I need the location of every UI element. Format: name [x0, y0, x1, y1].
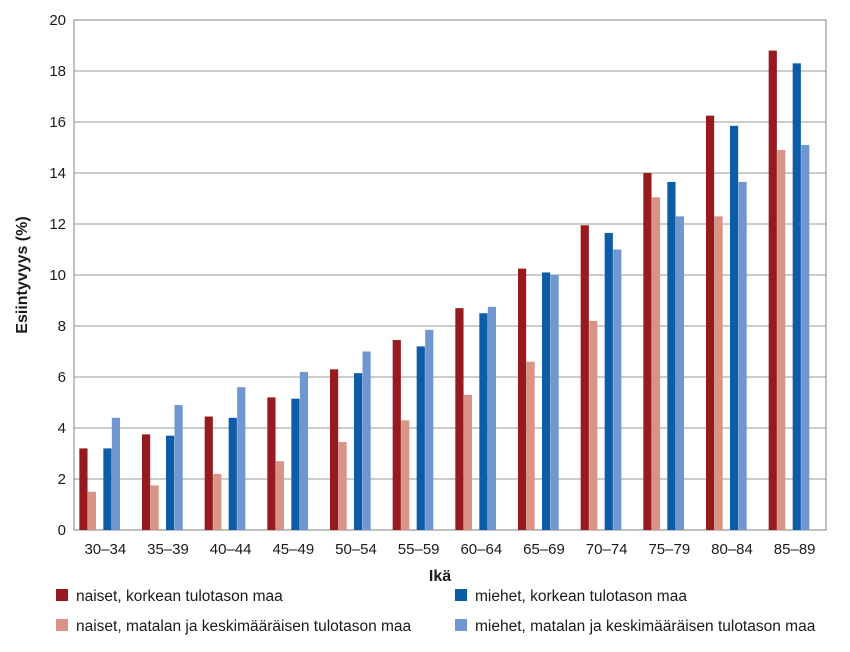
bar-series-4-65–69	[550, 275, 559, 530]
bar-series-2-60–64	[463, 394, 473, 530]
bar-series-4-55–59	[425, 329, 434, 530]
y-tick-label: 12	[49, 216, 66, 233]
y-tick-label: 10	[49, 267, 66, 284]
bar-series-2-75–79	[651, 197, 661, 530]
x-axis-ticks: 30–34 35–39 40–44 45–49 50–54 55–59 60–64 65–69…	[84, 541, 815, 558]
bar-series-1-85–89	[768, 50, 777, 530]
bar-series-1-60–64	[455, 308, 464, 530]
y-tick-label: 2	[58, 471, 66, 488]
legend: naiset, korkean tulotason maa naiset, mat…	[56, 588, 816, 635]
y-tick-label: 14	[49, 165, 66, 182]
bar-series-2-55–59	[401, 420, 410, 530]
x-tick-label: 40–44	[210, 541, 252, 558]
bar-series-2-70–74	[589, 320, 598, 530]
bar-series-1-55–59	[392, 340, 401, 530]
y-tick-label: 0	[58, 522, 66, 539]
bar-series-3-70–74	[604, 232, 613, 531]
gridlines	[73, 19, 827, 531]
bar-series-4-75–79	[675, 216, 685, 530]
x-tick-label: 80–84	[711, 541, 753, 558]
bar-series-2-30–34	[87, 491, 97, 530]
bar-series-3-35–39	[166, 435, 175, 530]
y-tick-label: 6	[58, 369, 66, 386]
bar-series-3-45–49	[291, 398, 300, 530]
legend-label-2: naiset, matalan ja keskimääräisen tulota…	[76, 618, 412, 635]
bar-series-4-60–64	[487, 306, 497, 530]
legend-label-1: naiset, korkean tulotason maa	[76, 588, 283, 605]
y-axis-title: Esiintyvyys (%)	[14, 216, 31, 333]
bar-series-4-50–54	[362, 351, 371, 530]
bar-series-4-30–34	[111, 417, 121, 530]
bar-series-1-45–49	[267, 397, 276, 530]
bar-series-2-40–44	[213, 473, 222, 530]
bar-series-2-45–49	[275, 461, 285, 530]
bar-series-1-70–74	[580, 225, 589, 530]
bar-series-4-85–89	[801, 144, 810, 530]
y-tick-label: 18	[49, 63, 66, 80]
bar-series-3-30–34	[103, 448, 112, 530]
bar-series-3-55–59	[416, 346, 425, 530]
bar-series-2-65–69	[526, 361, 535, 530]
bars	[79, 50, 810, 531]
bar-series-4-80–84	[738, 181, 747, 531]
x-tick-label: 35–39	[147, 541, 189, 558]
x-tick-label: 75–79	[648, 541, 690, 558]
bar-series-1-35–39	[142, 434, 151, 530]
x-tick-label: 70–74	[586, 541, 628, 558]
bar-series-3-75–79	[667, 181, 676, 531]
bar-series-2-50–54	[338, 442, 347, 530]
bar-series-1-75–79	[643, 173, 652, 530]
x-tick-label: 85–89	[774, 541, 816, 558]
bar-series-4-70–74	[613, 249, 622, 530]
y-tick-label: 20	[49, 12, 66, 29]
legend-swatch-4	[455, 619, 467, 631]
bar-series-3-85–89	[792, 63, 801, 530]
x-tick-label: 50–54	[335, 541, 377, 558]
bar-series-4-40–44	[237, 387, 246, 530]
y-tick-label: 4	[58, 420, 66, 437]
bar-series-1-65–69	[518, 268, 527, 530]
bar-series-3-65–69	[542, 272, 551, 530]
legend-swatch-2	[56, 619, 68, 631]
bar-series-2-35–39	[150, 485, 159, 530]
bar-series-3-60–64	[479, 313, 488, 530]
bar-series-3-50–54	[354, 373, 363, 530]
y-tick-label: 8	[58, 318, 66, 335]
bar-series-1-40–44	[204, 416, 213, 530]
bar-series-2-80–84	[714, 216, 723, 530]
y-tick-label: 16	[49, 114, 66, 131]
x-tick-label: 65–69	[523, 541, 565, 558]
bar-series-3-40–44	[228, 417, 237, 530]
bar-series-1-30–34	[79, 448, 88, 530]
legend-label-4: miehet, matalan ja keskimääräisen tulota…	[475, 618, 816, 635]
x-tick-label: 45–49	[272, 541, 314, 558]
y-axis-ticks: 0 2 4 6 8 10 12 14 16 18 20	[49, 12, 66, 539]
bar-series-3-80–84	[730, 125, 739, 530]
bar-series-4-35–39	[174, 405, 183, 530]
bar-series-1-50–54	[330, 369, 339, 530]
bar-series-1-80–84	[706, 115, 715, 530]
legend-swatch-1	[56, 589, 68, 601]
plot-frame	[73, 19, 827, 531]
x-tick-label: 30–34	[84, 541, 126, 558]
x-axis-title: Ikä	[429, 568, 451, 585]
x-tick-label: 55–59	[398, 541, 440, 558]
bar-series-4-45–49	[299, 371, 309, 530]
x-tick-label: 60–64	[460, 541, 502, 558]
legend-swatch-3	[455, 589, 467, 601]
bar-series-2-85–89	[777, 150, 786, 531]
legend-label-3: miehet, korkean tulotason maa	[475, 588, 687, 605]
